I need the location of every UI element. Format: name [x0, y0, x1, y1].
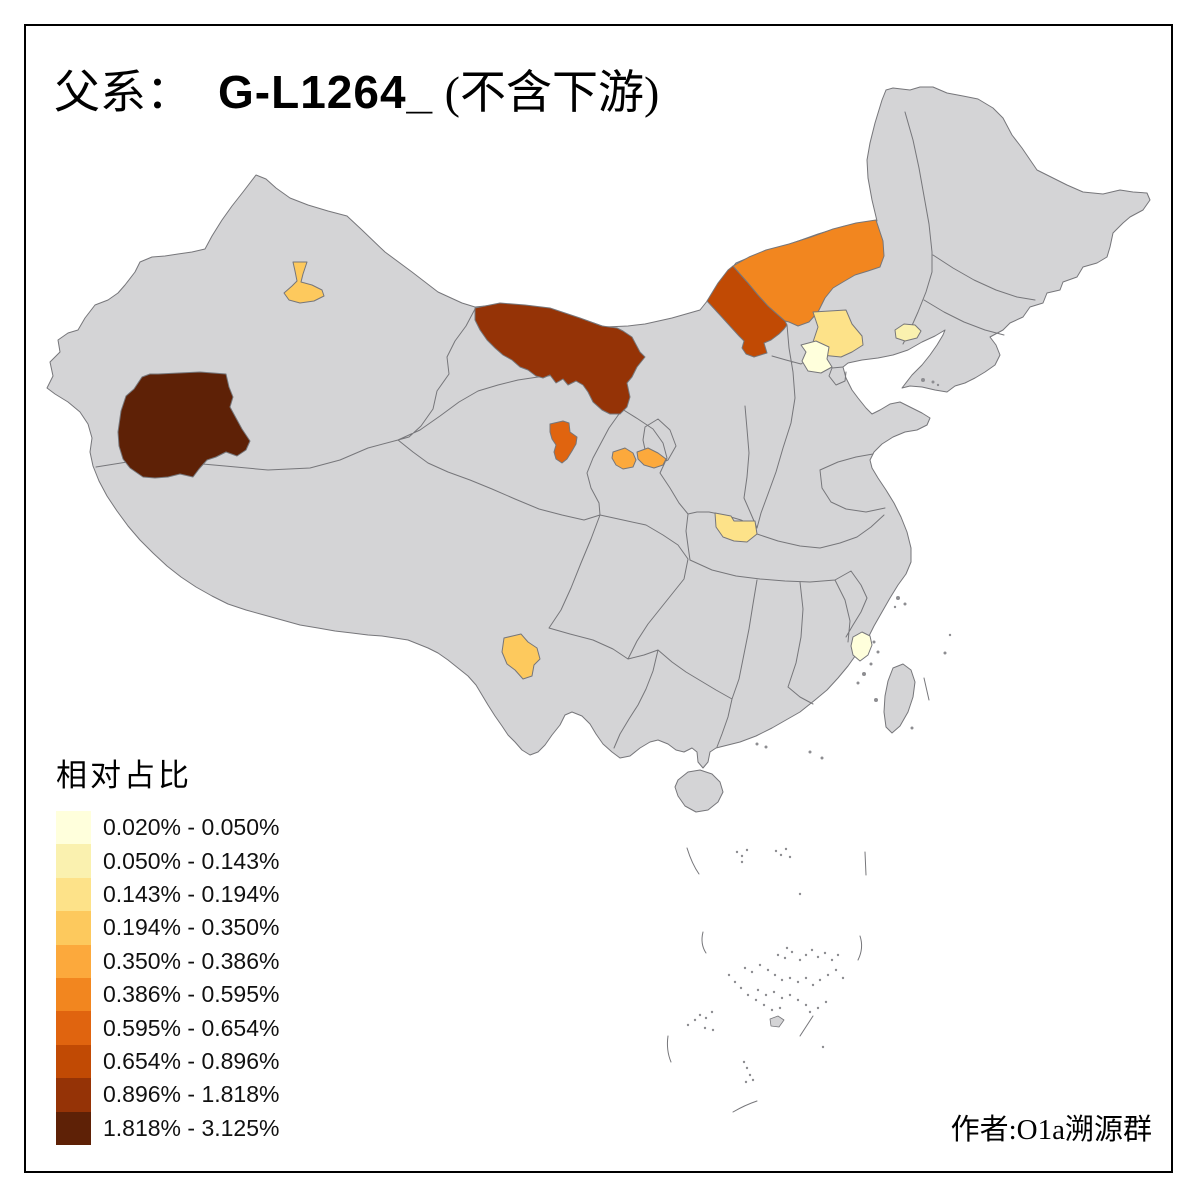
- taiwan-island: [883, 663, 916, 734]
- legend-row: 1.818% - 3.125%: [56, 1111, 280, 1145]
- legend-row: 0.143% - 0.194%: [56, 877, 280, 912]
- hainan-island: [674, 769, 724, 813]
- map-region-central-gansu-east: [636, 447, 667, 469]
- legend-row: 0.595% - 0.654%: [56, 1011, 280, 1045]
- map-region-central-inner-mongolia: [732, 219, 885, 327]
- title-haplogroup-code: G-L1264_: [218, 66, 434, 118]
- legend-row: 0.386% - 0.595%: [56, 977, 280, 1012]
- map-region-west-liaoning: [894, 323, 922, 342]
- small-islands: [686, 378, 952, 1084]
- legend-row: 0.194% - 0.350%: [56, 911, 280, 945]
- legend-row: 0.654% - 0.896%: [56, 1044, 280, 1079]
- title-suffix: (不含下游): [433, 67, 660, 118]
- legend-label-3: 0.143% - 0.194%: [103, 880, 280, 907]
- legend-label-4: 0.194% - 0.350%: [103, 914, 280, 941]
- legend-label-6: 0.386% - 0.595%: [103, 981, 280, 1008]
- legend-row: 0.020% - 0.050%: [56, 811, 280, 845]
- legend-swatch-9: [56, 1078, 91, 1112]
- legend-swatch-6: [56, 977, 91, 1012]
- legend-swatch-8: [56, 1044, 91, 1079]
- map-region-east-qinghai: [549, 420, 578, 464]
- title-prefix: 父系：: [54, 67, 192, 118]
- map-region-hexi-corridor: [474, 302, 646, 415]
- legend-swatch-2: [56, 844, 91, 878]
- legend-row: 0.896% - 1.818%: [56, 1078, 280, 1112]
- legend-label-10: 1.818% - 3.125%: [103, 1114, 280, 1141]
- legend: 相对占比 0.020% - 0.050% 0.050% - 0.143% 0.1…: [56, 750, 279, 1145]
- legend-label-1: 0.020% - 0.050%: [103, 814, 280, 841]
- legend-label-5: 0.350% - 0.386%: [103, 947, 280, 974]
- map-region-north-xinjiang-small: [283, 261, 325, 304]
- legend-label-8: 0.654% - 0.896%: [103, 1047, 280, 1074]
- legend-rows: 0.020% - 0.050% 0.050% - 0.143% 0.143% -…: [56, 811, 279, 1145]
- legend-label-9: 0.896% - 1.818%: [103, 1081, 280, 1108]
- legend-label-2: 0.050% - 0.143%: [103, 847, 280, 874]
- map-region-southwest-xinjiang: [117, 371, 251, 479]
- legend-title: 相对占比: [56, 758, 192, 793]
- map-region-beijing: [800, 340, 833, 374]
- map-region-coastal-fujian: [850, 631, 873, 662]
- map-region-central-gansu-west: [611, 447, 637, 470]
- legend-swatch-4: [56, 911, 91, 945]
- map-region-central-yunnan: [501, 633, 541, 680]
- legend-label-7: 0.595% - 0.654%: [103, 1014, 280, 1041]
- legend-swatch-1: [56, 811, 91, 845]
- sea-dash-lines: [666, 677, 930, 1113]
- legend-row: 0.350% - 0.386%: [56, 944, 280, 978]
- map-layers: [46, 86, 1151, 1113]
- legend-swatch-3: [56, 877, 91, 912]
- map-region-west-henan: [714, 512, 758, 543]
- page-title: 父系： G-L1264_ (不含下游): [54, 56, 659, 122]
- legend-swatch-5: [56, 944, 91, 978]
- author-credit: 作者:O1a溯源群: [950, 1114, 1152, 1146]
- legend-swatch-10: [56, 1111, 91, 1145]
- legend-row: 0.050% - 0.143%: [56, 844, 280, 878]
- province-boundaries: [95, 111, 1036, 749]
- legend-swatch-7: [56, 1011, 91, 1045]
